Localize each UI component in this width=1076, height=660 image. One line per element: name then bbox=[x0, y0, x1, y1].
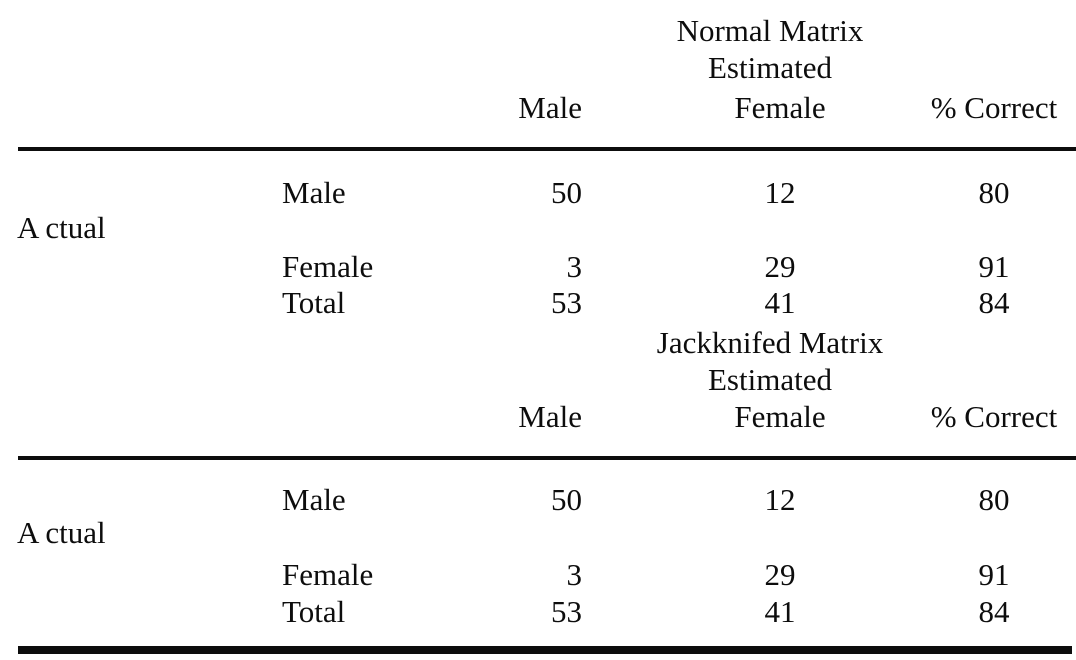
row-label-total: Total bbox=[282, 285, 346, 320]
table-bottom-rule bbox=[18, 646, 1072, 654]
column-header-male: Male bbox=[518, 399, 582, 434]
cell-female-percent-correct: 91 bbox=[978, 557, 1010, 592]
column-header-female: Female bbox=[734, 90, 826, 125]
cell-total-male: 53 bbox=[551, 594, 582, 629]
cell-total-percent-correct: 84 bbox=[978, 594, 1010, 629]
section-subtitle-estimated: Estimated bbox=[708, 362, 832, 397]
column-header-percent-correct: % Correct bbox=[930, 90, 1058, 125]
cell-female-male: 3 bbox=[566, 557, 583, 592]
section-title-normal-matrix: Normal Matrix bbox=[676, 13, 864, 48]
cell-female-female: 29 bbox=[764, 249, 796, 284]
section-subtitle-estimated: Estimated bbox=[708, 50, 832, 85]
cell-female-male: 3 bbox=[566, 249, 583, 284]
cell-male-percent-correct: 80 bbox=[978, 482, 1010, 517]
cell-total-percent-correct: 84 bbox=[978, 285, 1010, 320]
cell-female-percent-correct: 91 bbox=[978, 249, 1010, 284]
column-header-male: Male bbox=[518, 90, 582, 125]
row-label-female: Female bbox=[282, 557, 374, 592]
row-axis-label-actual: Actual bbox=[17, 210, 106, 245]
row-axis-label-actual: Actual bbox=[17, 515, 106, 550]
cell-total-male: 53 bbox=[551, 285, 582, 320]
row-label-total: Total bbox=[282, 594, 346, 629]
header-divider-rule bbox=[18, 456, 1076, 460]
cell-female-female: 29 bbox=[764, 557, 796, 592]
cell-total-female: 41 bbox=[764, 285, 796, 320]
column-header-percent-correct: % Correct bbox=[930, 399, 1058, 434]
column-header-female: Female bbox=[734, 399, 826, 434]
cell-total-female: 41 bbox=[764, 594, 796, 629]
section-title-jackknifed-matrix: Jackknifed Matrix bbox=[656, 325, 884, 360]
row-label-female: Female bbox=[282, 249, 374, 284]
cell-male-male: 50 bbox=[551, 482, 582, 517]
cell-male-female: 12 bbox=[764, 175, 796, 210]
cell-male-male: 50 bbox=[551, 175, 582, 210]
cell-male-percent-correct: 80 bbox=[978, 175, 1010, 210]
row-label-male: Male bbox=[282, 482, 346, 517]
header-divider-rule bbox=[18, 147, 1076, 151]
row-label-male: Male bbox=[282, 175, 346, 210]
cell-male-female: 12 bbox=[764, 482, 796, 517]
